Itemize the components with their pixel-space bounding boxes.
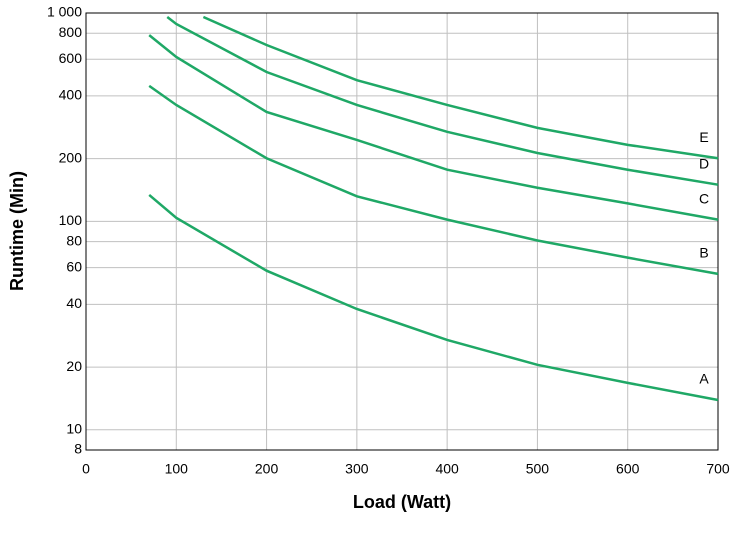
y-tick-label: 40 (66, 295, 82, 311)
y-tick-label: 10 (66, 421, 82, 437)
line (148, 84, 719, 276)
y-tick-label: 400 (59, 87, 83, 103)
line (166, 15, 719, 186)
x-axis-title: Load (Watt) (353, 492, 451, 512)
y-tick-label: 100 (59, 212, 83, 228)
x-tick-label: 700 (706, 461, 730, 477)
line (148, 193, 719, 402)
x-tick-label: 100 (165, 461, 189, 477)
series-label: D (699, 155, 709, 171)
series-label: E (699, 129, 708, 145)
y-tick-label: 60 (66, 258, 82, 274)
y-tick-label: 800 (59, 24, 83, 40)
y-tick-label: 600 (59, 50, 83, 66)
y-tick-label: 20 (66, 358, 82, 374)
x-tick-label: 500 (526, 461, 550, 477)
series-label: C (699, 190, 709, 206)
line (202, 15, 719, 160)
x-tick-label: 400 (435, 461, 459, 477)
x-tick-label: 600 (616, 461, 640, 477)
x-tick-label: 300 (345, 461, 369, 477)
y-axis-title: Runtime (Min) (7, 171, 27, 291)
y-tick-label: 80 (66, 232, 82, 248)
y-tick-label: 8 (74, 441, 82, 457)
series-label: A (699, 371, 709, 387)
series-label: B (699, 245, 708, 261)
x-tick-label: 200 (255, 461, 279, 477)
y-tick-label: 200 (59, 149, 83, 165)
plot-frame (85, 12, 719, 451)
y-tick-label: 1 000 (47, 4, 82, 20)
line (148, 34, 719, 221)
x-tick-label: 0 (82, 461, 90, 477)
